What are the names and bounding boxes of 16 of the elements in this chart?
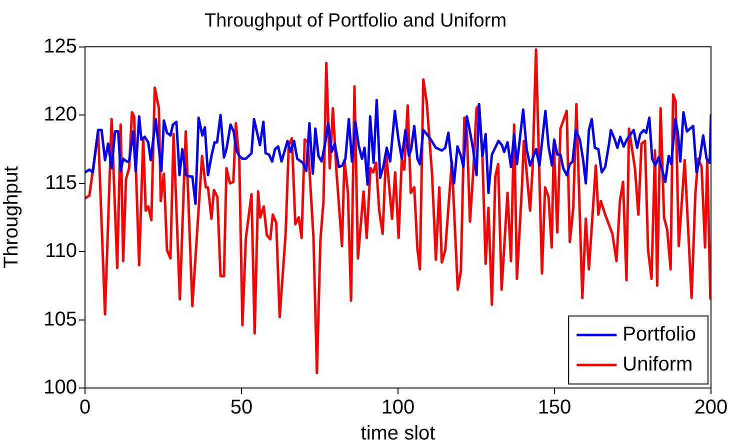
y-tick-label: 110	[45, 240, 77, 262]
chart-title: Throughput of Portfolio and Uniform	[204, 10, 507, 32]
y-tick-label: 125	[44, 35, 77, 58]
x-tick-label: 100	[381, 396, 415, 419]
y-tick-label: 105	[44, 308, 77, 330]
y-tick-label: 100	[44, 376, 77, 399]
x-axis-title: time slot	[360, 422, 436, 445]
x-tick-label: 0	[79, 396, 91, 419]
y-tick-label: 115	[45, 172, 77, 194]
y-axis-title: Throughput	[0, 166, 23, 269]
x-tick-label: 50	[230, 396, 253, 419]
legend-label: Uniform	[622, 354, 693, 376]
legend-label: Portfolio	[622, 324, 696, 346]
y-tick-label: 120	[44, 104, 77, 126]
x-tick-label: 200	[694, 396, 728, 419]
x-tick-label: 150	[538, 396, 572, 419]
